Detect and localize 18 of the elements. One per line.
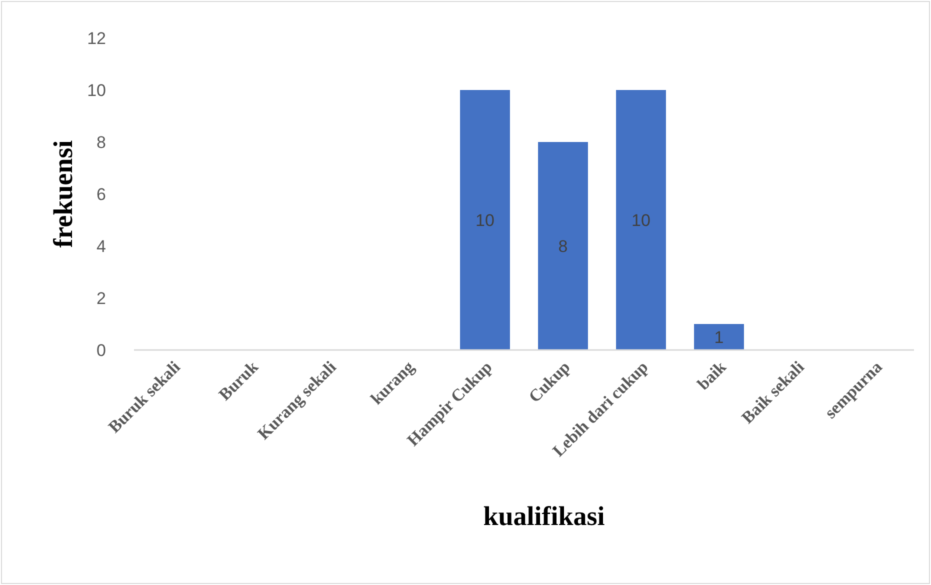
data-label: 1	[714, 328, 724, 347]
bar	[538, 142, 588, 350]
data-label: 10	[632, 210, 650, 230]
bar	[460, 90, 510, 350]
y-tick-label: 8	[96, 132, 106, 152]
bar	[694, 324, 744, 350]
y-tick-label: 2	[96, 288, 106, 308]
bar	[616, 90, 666, 350]
data-label: 8	[558, 236, 568, 256]
y-tick-label: 4	[96, 236, 106, 256]
data-label: 10	[476, 210, 494, 230]
x-tick-label: baik	[694, 357, 730, 394]
y-axis-title: frekuensi	[48, 140, 78, 248]
y-tick-label: 12	[87, 28, 106, 48]
x-axis-title: kualifikasi	[483, 501, 606, 531]
y-tick-label: 10	[87, 80, 106, 100]
y-tick-label: 0	[96, 340, 106, 360]
y-tick-label: 6	[96, 184, 106, 204]
